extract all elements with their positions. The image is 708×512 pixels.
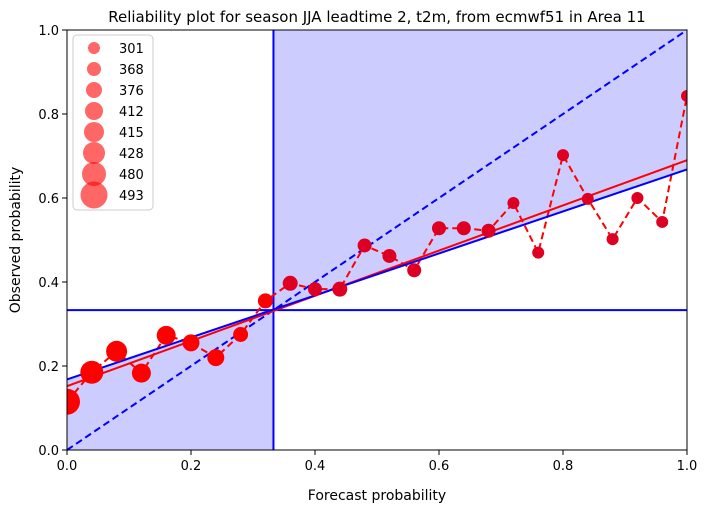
x-axis-label: Forecast probability <box>308 488 446 504</box>
legend: 301 368 376 412 415 428 480 493 <box>72 34 154 211</box>
data-point <box>507 197 520 210</box>
legend-label: 480 <box>119 168 144 183</box>
data-point <box>308 282 322 297</box>
data-point <box>182 334 200 352</box>
plot-frame <box>66 29 688 451</box>
x-tick-label: 0.2 <box>181 459 202 474</box>
fit-line <box>66 168 688 381</box>
chart-title: Reliability plot for season JJA leadtime… <box>108 8 645 26</box>
y-tick-label: 0.0 <box>38 444 59 459</box>
data-point <box>581 192 594 205</box>
legend-marker <box>87 62 101 76</box>
legend-marker <box>80 181 108 209</box>
legend-label: 368 <box>119 63 144 78</box>
y-axis-ticks: 0.0 0.2 0.4 0.6 0.8 1.0 <box>38 24 67 459</box>
legend-label: 428 <box>119 147 144 162</box>
x-tick-label: 0.8 <box>553 459 574 474</box>
y-axis-label: Observed probability <box>8 167 24 314</box>
x-tick-label: 0.6 <box>429 459 450 474</box>
diagonal-line <box>66 29 688 451</box>
data-point <box>382 248 397 263</box>
data-point <box>357 238 372 253</box>
y-tick-label: 1.0 <box>38 24 59 39</box>
legend-marker <box>85 102 103 120</box>
data-point <box>407 263 422 278</box>
data-point <box>332 281 348 297</box>
legend-box <box>72 34 154 211</box>
data-point <box>456 221 471 236</box>
data-point <box>282 275 298 291</box>
data-point <box>257 293 273 309</box>
data-point <box>106 340 128 362</box>
y-tick-label: 0.6 <box>38 192 59 207</box>
x-tick-label: 1.0 <box>677 459 698 474</box>
data-point <box>233 327 249 342</box>
legend-marker <box>84 122 104 142</box>
y-tick-label: 0.4 <box>38 276 59 291</box>
legend-label: 301 <box>119 42 144 57</box>
data-point <box>631 192 644 204</box>
observed-connecting-line <box>67 95 687 403</box>
legend-marker <box>83 142 105 164</box>
x-axis-ticks: 0.0 0.2 0.4 0.6 0.8 1.0 <box>57 450 698 474</box>
data-point <box>80 360 104 384</box>
data-point <box>606 233 619 246</box>
data-point <box>656 215 669 228</box>
data-point <box>131 363 151 383</box>
legend-label: 412 <box>119 105 144 120</box>
legend-marker <box>82 162 106 186</box>
data-point <box>481 223 496 238</box>
legend-label: 493 <box>119 189 144 204</box>
legend-label: 376 <box>119 84 144 99</box>
data-points <box>67 89 687 415</box>
data-point <box>207 349 225 367</box>
y-tick-label: 0.2 <box>38 360 59 375</box>
data-point <box>557 149 569 162</box>
legend-marker <box>86 82 102 98</box>
x-tick-label: 0.4 <box>305 459 326 474</box>
observed-frequency-line <box>67 95 687 403</box>
climatology-lines <box>67 30 687 450</box>
y-tick-label: 0.8 <box>38 108 59 123</box>
data-point <box>532 246 545 259</box>
data-point <box>432 221 446 236</box>
x-tick-label: 0.0 <box>57 459 78 474</box>
data-point <box>67 388 80 415</box>
data-point <box>156 325 176 345</box>
perfect-reliability-line <box>66 29 688 451</box>
legend-marker <box>88 42 100 54</box>
legend-label: 415 <box>119 126 144 141</box>
data-point <box>681 89 687 102</box>
